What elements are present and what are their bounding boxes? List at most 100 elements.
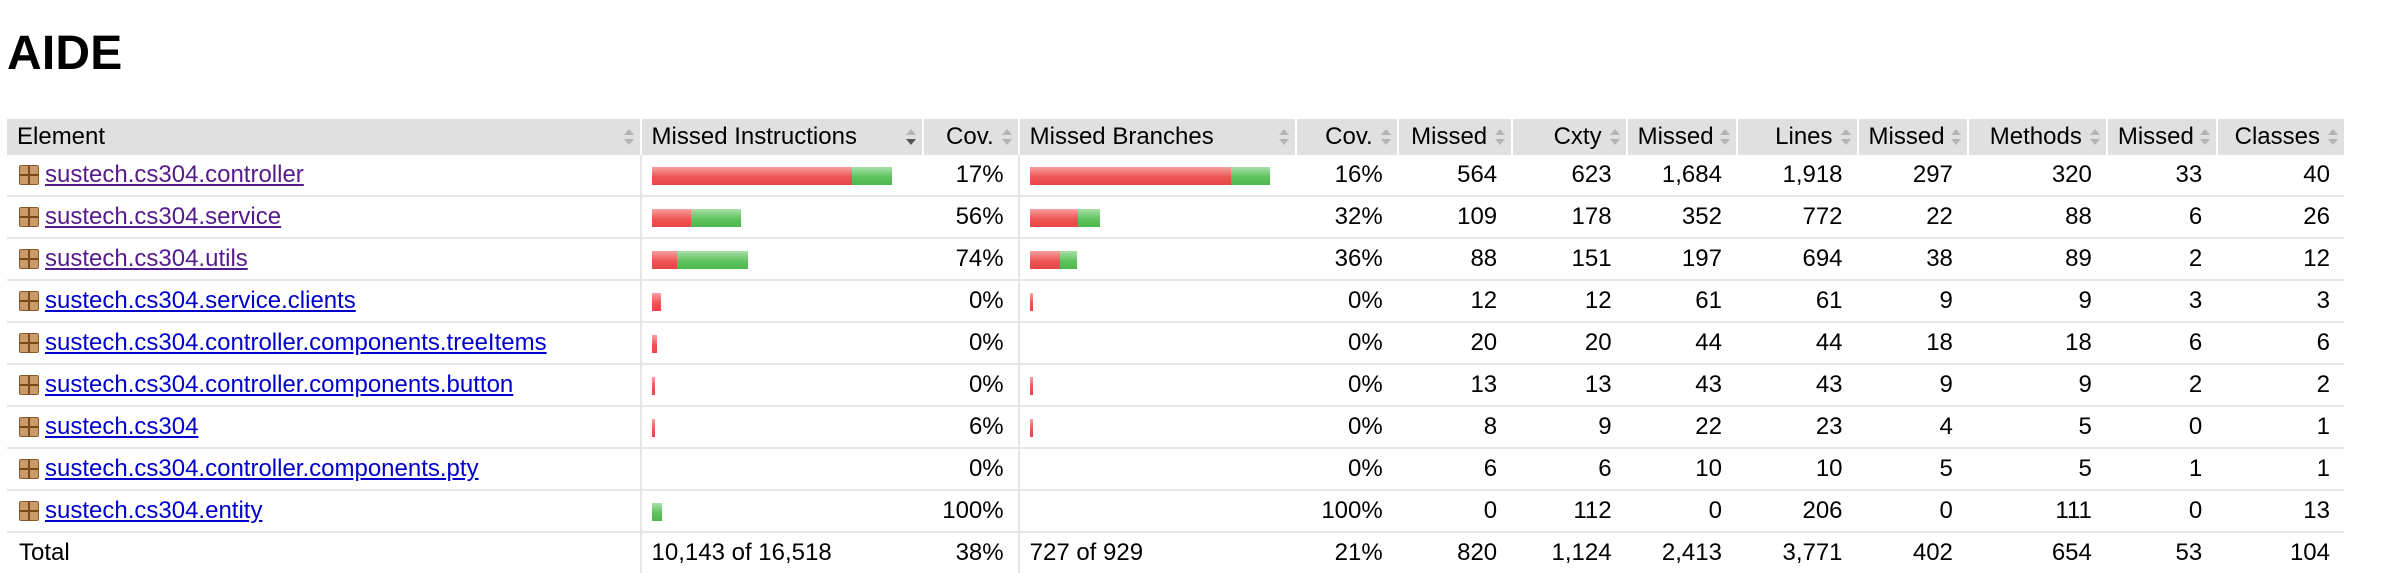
element-cell: sustech.cs304 bbox=[7, 406, 641, 449]
branches-missed-segment bbox=[1029, 418, 1033, 437]
element-cell: sustech.cs304.controller.components.butt… bbox=[7, 364, 641, 407]
missed-methods: 5 bbox=[1856, 448, 1968, 491]
header-missed-lines[interactable]: Missed bbox=[1625, 119, 1737, 155]
header-lines[interactable]: Lines bbox=[1735, 119, 1858, 155]
lines: 206 bbox=[1735, 490, 1858, 533]
branches-missed-segment bbox=[1029, 250, 1060, 269]
package-link[interactable]: sustech.cs304.service bbox=[45, 203, 282, 230]
complexity: 623 bbox=[1511, 155, 1627, 197]
package-icon bbox=[19, 417, 39, 437]
sort-descending-icon bbox=[904, 128, 918, 146]
methods: 9 bbox=[1966, 364, 2107, 407]
header-missed-lines-label: Missed bbox=[1637, 123, 1714, 150]
header-methods-label: Methods bbox=[1989, 123, 2082, 150]
header-branches-coverage-label: Cov. bbox=[1325, 123, 1373, 150]
methods: 18 bbox=[1966, 322, 2107, 365]
missed-branches-cell bbox=[1017, 196, 1296, 239]
header-instructions-coverage-label: Cov. bbox=[946, 123, 994, 150]
missed-branches-cell bbox=[1017, 448, 1296, 491]
branches-coverage: 0% bbox=[1294, 322, 1398, 365]
missed-methods: 0 bbox=[1856, 490, 1968, 533]
instructions-bar bbox=[651, 502, 662, 521]
missed-complexity: 20 bbox=[1396, 322, 1513, 365]
instructions-missed-segment bbox=[651, 292, 661, 311]
header-missed-methods-label: Missed bbox=[1868, 123, 1945, 150]
branches-covered-segment bbox=[1230, 166, 1270, 185]
package-icon bbox=[19, 291, 39, 311]
package-link[interactable]: sustech.cs304.controller.components.pty bbox=[45, 455, 479, 482]
header-complexity[interactable]: Cxty bbox=[1511, 119, 1627, 155]
sort-icon bbox=[1493, 128, 1507, 146]
header-branches-coverage[interactable]: Cov. bbox=[1294, 119, 1398, 155]
header-missed-complexity[interactable]: Missed bbox=[1396, 119, 1513, 155]
header-missed-branches[interactable]: Missed Branches bbox=[1017, 119, 1296, 155]
sort-icon bbox=[2326, 128, 2340, 146]
missed-lines: 352 bbox=[1625, 196, 1737, 239]
header-element[interactable]: Element bbox=[7, 119, 641, 155]
header-lines-label: Lines bbox=[1775, 123, 1833, 150]
classes: 40 bbox=[2216, 155, 2344, 197]
missed-lines: 61 bbox=[1625, 280, 1737, 323]
header-classes[interactable]: Classes bbox=[2216, 119, 2344, 155]
header-missed-methods[interactable]: Missed bbox=[1856, 119, 1968, 155]
classes: 3 bbox=[2216, 280, 2344, 323]
header-missed-instructions[interactable]: Missed Instructions bbox=[639, 119, 923, 155]
table-row: sustech.cs304.service.clients 0% 0% 12 12 61 6… bbox=[7, 280, 2344, 323]
package-link[interactable]: sustech.cs304.controller bbox=[45, 161, 304, 188]
header-element-label: Element bbox=[17, 123, 106, 150]
instructions-bar bbox=[651, 208, 741, 227]
package-link[interactable]: sustech.cs304.utils bbox=[45, 245, 248, 272]
total-methods: 654 bbox=[1966, 532, 2107, 573]
missed-lines: 43 bbox=[1625, 364, 1737, 407]
header-instructions-coverage[interactable]: Cov. bbox=[921, 119, 1019, 155]
branches-bar bbox=[1029, 418, 1033, 437]
missed-complexity: 88 bbox=[1396, 238, 1513, 281]
element-cell: sustech.cs304.controller bbox=[7, 155, 641, 197]
total-missed-complexity: 820 bbox=[1396, 532, 1513, 573]
element-cell: sustech.cs304.service.clients bbox=[7, 280, 641, 323]
table-row: sustech.cs304.utils 74% 36% 88 151 197 694 38 89… bbox=[7, 238, 2344, 281]
total-instructions-coverage: 38% bbox=[921, 532, 1019, 573]
missed-instructions-cell bbox=[639, 238, 923, 281]
coverage-table: Element Missed Instructions Cov. Missed … bbox=[7, 119, 2344, 573]
package-icon bbox=[19, 501, 39, 521]
package-icon bbox=[19, 207, 39, 227]
missed-branches-cell bbox=[1017, 490, 1296, 533]
package-link[interactable]: sustech.cs304.controller.components.tree… bbox=[45, 329, 547, 356]
package-link[interactable]: sustech.cs304.service.clients bbox=[45, 287, 356, 314]
header-missed-classes[interactable]: Missed bbox=[2105, 119, 2218, 155]
instructions-bar bbox=[651, 250, 748, 269]
lines: 44 bbox=[1735, 322, 1858, 365]
table-row: sustech.cs304 6% 0% 8 9 22 23 4 5 0 1 bbox=[7, 406, 2344, 449]
header-missed-instructions-label: Missed Instructions bbox=[651, 123, 857, 150]
instructions-bar bbox=[651, 376, 655, 395]
instructions-covered-segment bbox=[676, 250, 748, 269]
package-link[interactable]: sustech.cs304.controller.components.butt… bbox=[45, 371, 514, 398]
methods: 5 bbox=[1966, 448, 2107, 491]
missed-classes: 3 bbox=[2105, 280, 2218, 323]
missed-complexity: 13 bbox=[1396, 364, 1513, 407]
missed-methods: 297 bbox=[1856, 155, 1968, 197]
branches-bar bbox=[1029, 250, 1077, 269]
missed-methods: 38 bbox=[1856, 238, 1968, 281]
methods: 88 bbox=[1966, 196, 2107, 239]
sort-icon bbox=[1949, 128, 1963, 146]
instructions-coverage: 74% bbox=[921, 238, 1019, 281]
element-cell: sustech.cs304.service bbox=[7, 196, 641, 239]
branches-coverage: 0% bbox=[1294, 280, 1398, 323]
missed-complexity: 564 bbox=[1396, 155, 1513, 197]
total-missed-classes: 53 bbox=[2105, 532, 2218, 573]
branches-bar bbox=[1029, 292, 1033, 311]
table-body: sustech.cs304.controller 17% 16% 564 623 1,68… bbox=[7, 155, 2344, 533]
classes: 2 bbox=[2216, 364, 2344, 407]
missed-lines: 22 bbox=[1625, 406, 1737, 449]
package-link[interactable]: sustech.cs304.entity bbox=[45, 497, 263, 524]
package-link[interactable]: sustech.cs304 bbox=[45, 413, 199, 440]
package-icon bbox=[19, 459, 39, 479]
missed-branches-cell bbox=[1017, 322, 1296, 365]
header-methods[interactable]: Methods bbox=[1966, 119, 2107, 155]
missed-classes: 0 bbox=[2105, 406, 2218, 449]
sort-icon bbox=[2198, 128, 2212, 146]
missed-classes: 33 bbox=[2105, 155, 2218, 197]
